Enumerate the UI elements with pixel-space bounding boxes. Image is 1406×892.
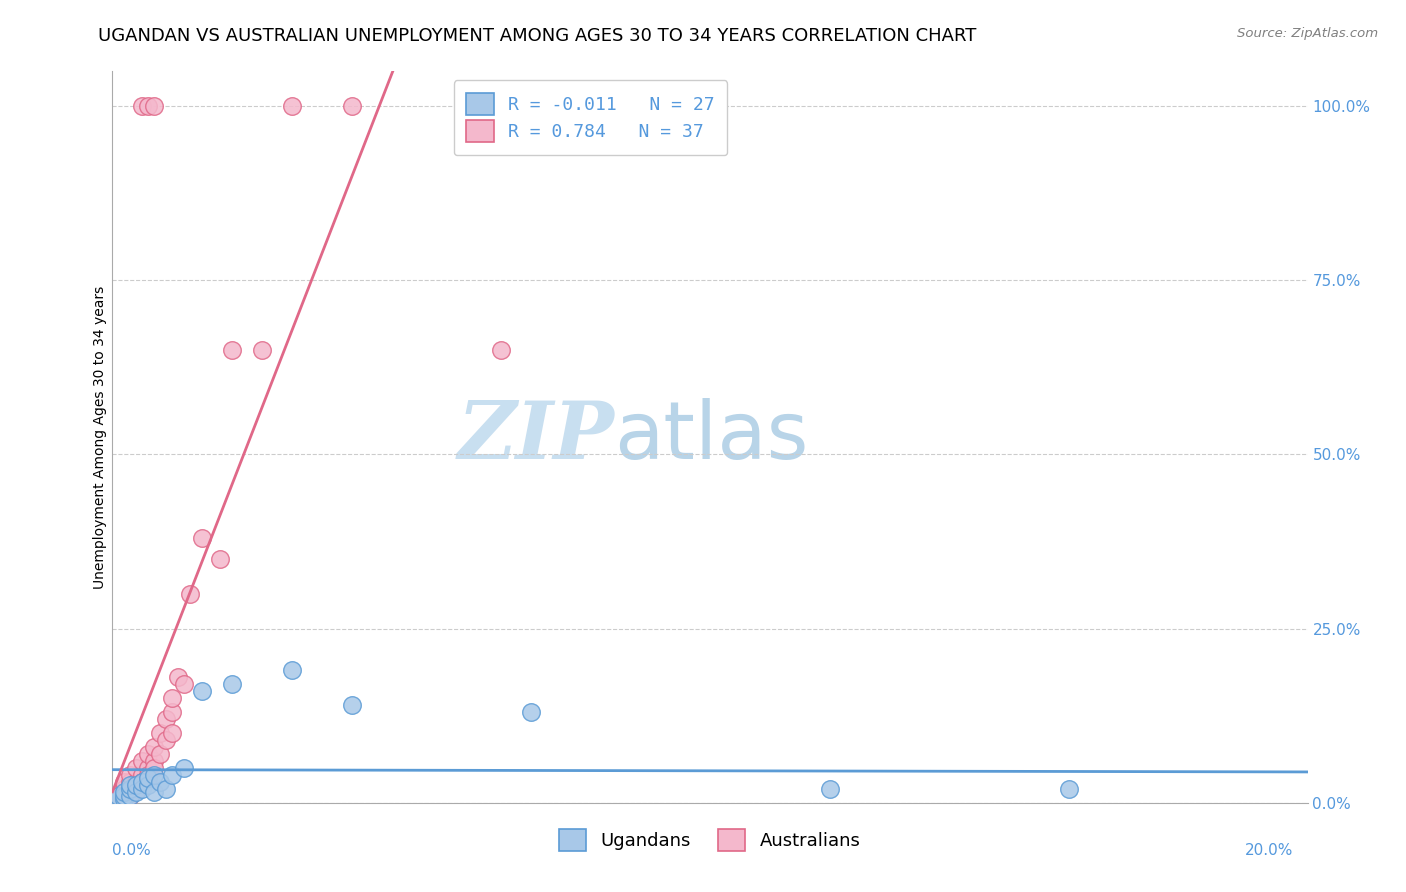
Point [125,781,148,796]
Point [120,775,142,789]
Point [120,768,142,782]
Text: 0.0%: 0.0% [112,843,152,858]
Text: Source: ZipAtlas.com: Source: ZipAtlas.com [1237,27,1378,40]
Point [107,792,129,806]
Point [162,726,183,740]
Point [114,789,135,803]
Point [149,747,172,761]
Point [281,99,304,113]
Point [162,691,183,706]
Point [131,775,153,789]
Point [143,761,166,775]
Y-axis label: Unemployment Among Ages 30 to 34 years: Unemployment Among Ages 30 to 34 years [93,285,107,589]
Point [114,775,135,789]
Text: ZIP: ZIP [457,399,614,475]
Point [191,684,214,698]
Text: atlas: atlas [614,398,808,476]
Point [131,99,153,113]
Point [120,781,142,796]
Point [149,775,172,789]
Point [155,712,177,726]
Point [250,343,273,357]
Point [125,775,148,789]
Point [1057,781,1080,796]
Point [114,789,135,803]
Point [143,785,166,799]
Point [120,778,142,792]
Point [340,698,363,713]
Point [125,761,148,775]
Point [107,792,129,806]
Point [489,343,512,357]
Point [143,99,166,113]
Point [155,733,177,747]
Point [125,778,148,792]
Point [167,670,190,684]
Point [143,740,166,755]
Point [818,781,841,796]
Point [221,677,243,691]
Point [131,768,153,782]
Point [114,792,135,806]
Point [162,768,183,782]
Text: UGANDAN VS AUSTRALIAN UNEMPLOYMENT AMONG AGES 30 TO 34 YEARS CORRELATION CHART: UGANDAN VS AUSTRALIAN UNEMPLOYMENT AMONG… [98,27,977,45]
Point [191,531,214,545]
Point [221,343,243,357]
Point [173,677,195,691]
Point [125,785,148,799]
Point [138,772,160,786]
Point [143,768,166,782]
Point [149,726,172,740]
Point [281,664,304,678]
Point [114,785,135,799]
Legend: Ugandans, Australians: Ugandans, Australians [550,820,870,860]
Point [162,705,183,719]
Point [120,789,142,803]
Point [138,747,160,761]
Point [131,754,153,768]
Point [120,781,142,796]
Point [138,778,160,792]
Point [138,761,160,775]
Point [138,768,160,782]
Text: 20.0%: 20.0% [1246,843,1294,858]
Point [209,552,232,566]
Point [107,789,129,803]
Point [179,587,201,601]
Point [143,754,166,768]
Point [520,705,543,719]
Point [120,789,142,803]
Point [131,781,153,796]
Point [340,99,363,113]
Point [138,99,160,113]
Point [107,789,129,803]
Point [155,781,177,796]
Point [131,775,153,789]
Point [114,781,135,796]
Point [173,761,195,775]
